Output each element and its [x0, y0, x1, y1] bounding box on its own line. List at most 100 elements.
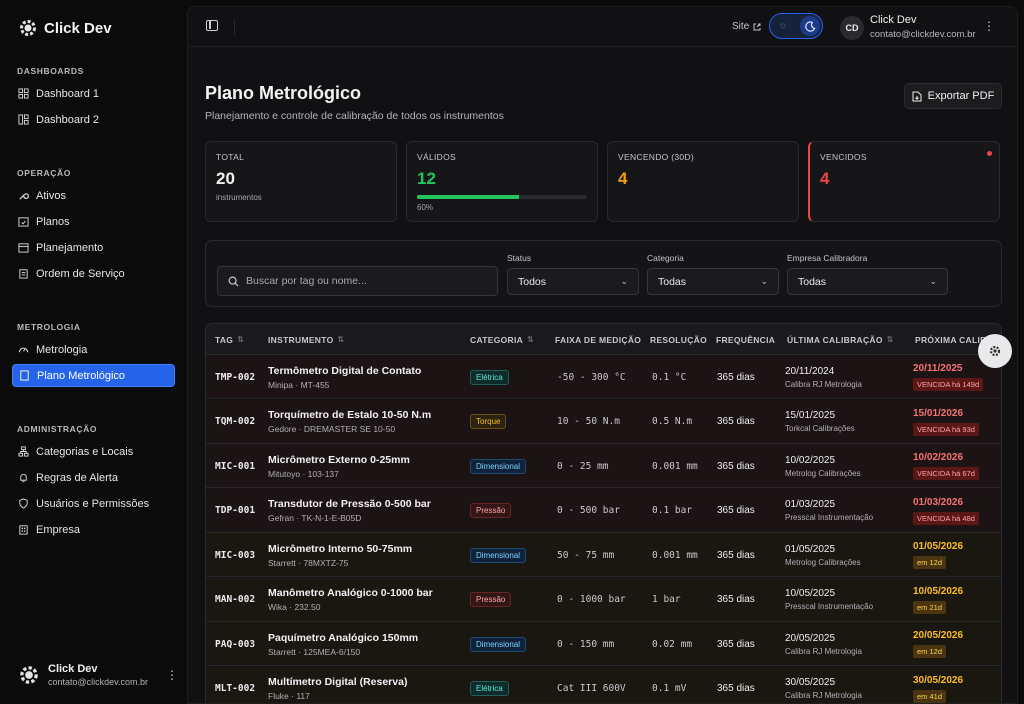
col-instrumento[interactable]: INSTRUMENTO ⇅	[268, 334, 345, 345]
table-row[interactable]: TMP-002 Termômetro Digital de Contato Mini…	[206, 355, 1001, 399]
layout-icon	[18, 114, 29, 125]
stat-value: 12	[417, 169, 436, 188]
row-tag: TQM-002	[215, 416, 256, 427]
gear-logo-icon	[20, 666, 38, 684]
table-row[interactable]: MIC-003 Micrômetro Interno 50-75mm Starret…	[206, 533, 1001, 577]
row-ultima-data: 10/05/2025	[785, 588, 836, 599]
stat-value: 4	[618, 169, 628, 188]
sidebar-item-ativos[interactable]: Ativos	[12, 184, 175, 207]
progress-bar	[417, 195, 587, 199]
avatar[interactable]: CD	[840, 16, 864, 40]
sidebar-user[interactable]: Click Dev contato@clickdev.com.br ⋮	[18, 660, 178, 690]
col-proxima[interactable]: PRÓXIMA CALIBRAÇÃO	[915, 334, 1001, 345]
row-instrument-model: Gedore · DREMASTER SE 10-50	[268, 424, 396, 434]
row-proxima-data: 15/01/2026	[913, 407, 964, 419]
status-value: Todos	[518, 275, 547, 288]
row-ultima-empresa: Torkcal Calibrações	[785, 424, 855, 433]
category-badge: Pressão	[470, 592, 512, 607]
brand[interactable]: Click Dev	[18, 18, 112, 38]
col-ultima[interactable]: ÚLTIMA CALIBRAÇÃO ⇅	[787, 334, 894, 345]
chevron-down-icon: ⌄	[620, 276, 628, 286]
sidebar-item-planos[interactable]: Planos	[12, 210, 175, 233]
export-pdf-button[interactable]: Exportar PDF	[904, 83, 1002, 109]
sidebar-item-dashboard-2[interactable]: Dashboard 2	[12, 108, 175, 131]
more-vertical-icon[interactable]: ⋮	[166, 668, 178, 682]
col-tag[interactable]: TAG ⇅	[215, 334, 245, 345]
row-faixa: 0 - 1000 bar	[557, 594, 626, 605]
more-vertical-icon[interactable]: ⋮	[983, 19, 995, 33]
page-title: Plano Metrológico	[205, 83, 362, 103]
category-badge: Torque	[470, 414, 507, 429]
empresa-select[interactable]: Todas ⌄	[787, 268, 948, 295]
status-badge: em 12d	[913, 556, 947, 569]
topbar-user[interactable]: Click Dev contato@clickdev.com.br	[870, 14, 976, 40]
row-faixa: 0 - 25 mm	[557, 460, 609, 472]
status-badge: em 12d	[913, 645, 947, 658]
table-row[interactable]: TDP-001 Transdutor de Pressão 0-500 bar Ge…	[206, 488, 1001, 533]
col-categoria[interactable]: CATEGORIA ⇅	[470, 334, 535, 345]
row-frequencia: 365 dias	[717, 594, 755, 605]
clipboard-icon	[19, 269, 28, 279]
sidebar-item-categorias-locais[interactable]: Categorias e Locais	[12, 440, 175, 463]
sidebar-toggle-icon[interactable]	[206, 20, 218, 31]
row-resolucao: 0.1 bar	[652, 505, 693, 516]
sidebar-item-ordem-servico[interactable]: Ordem de Serviço	[12, 262, 175, 285]
table-row[interactable]: TQM-002 Torquímetro de Estalo 10-50 N.m Ge…	[206, 399, 1001, 444]
status-badge: VENCIDA há 67d	[913, 467, 979, 480]
table-row[interactable]: PAQ-003 Paquímetro Analógico 150mm Starret…	[206, 622, 1001, 666]
sidebar-item-plano-metrologico[interactable]: Plano Metrológico	[12, 364, 175, 387]
row-frequencia: 365 dias	[717, 549, 755, 561]
row-instrument-model: Starrett · 125MEA-6/150	[268, 646, 361, 657]
row-instrument-name: Micrômetro Interno 50-75mm	[268, 542, 413, 555]
row-ultima-data: 15/01/2025	[785, 410, 836, 421]
row-ultima-data: 10/02/2025	[785, 454, 836, 466]
site-link[interactable]: Site	[732, 21, 761, 32]
sidebar-item-regras-alerta[interactable]: Regras de Alerta	[12, 466, 175, 489]
status-badge: em 41d	[913, 689, 947, 703]
sidebar-item-metrologia[interactable]: Metrologia	[12, 338, 175, 361]
row-faixa: 50 - 75 mm	[557, 549, 615, 561]
search-input[interactable]: Buscar por tag ou nome...	[217, 266, 498, 296]
sidebar-item-label: Empresa	[36, 523, 81, 536]
table-row[interactable]: MLT-002 Multímetro Digital (Reserva) Fluke…	[206, 666, 1001, 703]
stat-label: TOTAL	[216, 152, 245, 162]
progress-fill	[417, 195, 519, 199]
category-badge: Pressão	[470, 503, 512, 518]
row-frequencia: 365 dias	[717, 683, 755, 694]
row-instrument-name: Multímetro Digital (Reserva)	[268, 676, 408, 688]
status-select[interactable]: Todos ⌄	[507, 268, 639, 295]
row-ultima-data: 30/05/2025	[785, 677, 836, 688]
sort-icon: ⇅	[337, 335, 345, 344]
row-resolucao: 0.5 N.m	[652, 416, 693, 427]
sidebar-item-dashboard-1[interactable]: Dashboard 1	[12, 82, 175, 105]
row-instrument-model: Starrett · 78MXTZ-75	[268, 557, 349, 568]
table-row[interactable]: MAN-002 Manômetro Analógico 0-1000 bar Wik…	[206, 577, 1001, 622]
building-icon	[19, 525, 28, 535]
table-row[interactable]: MIC-001 Micrômetro Externo 0-25mm Mitutoyo…	[206, 444, 1001, 488]
sidebar: Click Dev DASHBOARDS Dashboard 1 Dashboa…	[0, 0, 187, 704]
categoria-select[interactable]: Todas ⌄	[647, 268, 779, 295]
row-ultima-data: 20/05/2025	[785, 632, 836, 644]
sidebar-item-label: Metrologia	[36, 343, 88, 356]
divider	[234, 19, 235, 35]
row-proxima-data: 10/05/2026	[913, 585, 964, 597]
col-resolucao: RESOLUÇÃO	[650, 334, 708, 345]
row-instrument-name: Transdutor de Pressão 0-500 bar	[268, 498, 431, 510]
status-badge: VENCIDA há 93d	[913, 422, 979, 436]
row-proxima-data: 01/03/2026	[913, 496, 964, 508]
row-proxima-data: 10/02/2026	[913, 452, 964, 463]
stat-label: VÁLIDOS	[417, 152, 456, 162]
sun-icon: ☼	[778, 20, 788, 31]
row-ultima-empresa: Metrolog Calibrações	[785, 557, 861, 567]
external-link-icon	[753, 23, 761, 30]
settings-gear-button[interactable]	[978, 334, 1012, 368]
sidebar-item-planejamento[interactable]: Planejamento	[12, 236, 175, 259]
row-ultima-data: 20/11/2024	[785, 365, 835, 377]
sidebar-item-usuarios-permissoes[interactable]: Usuários e Permissões	[12, 492, 175, 515]
sidebar-item-empresa[interactable]: Empresa	[12, 518, 175, 541]
theme-toggle[interactable]: ☼	[769, 13, 823, 39]
wrench-icon	[19, 193, 29, 200]
row-frequencia: 365 dias	[717, 371, 755, 383]
category-badge: Dimensional	[470, 636, 527, 652]
row-instrument-model: Fluke · 117	[268, 691, 310, 701]
